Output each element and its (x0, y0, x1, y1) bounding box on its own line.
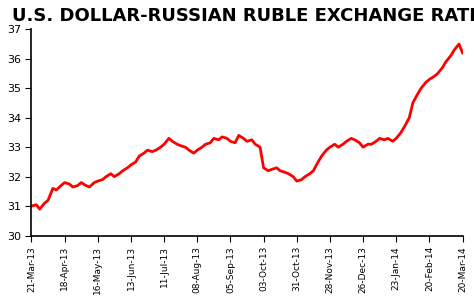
Title: U.S. DOLLAR-RUSSIAN RUBLE EXCHANGE RATE: U.S. DOLLAR-RUSSIAN RUBLE EXCHANGE RATE (12, 7, 474, 25)
